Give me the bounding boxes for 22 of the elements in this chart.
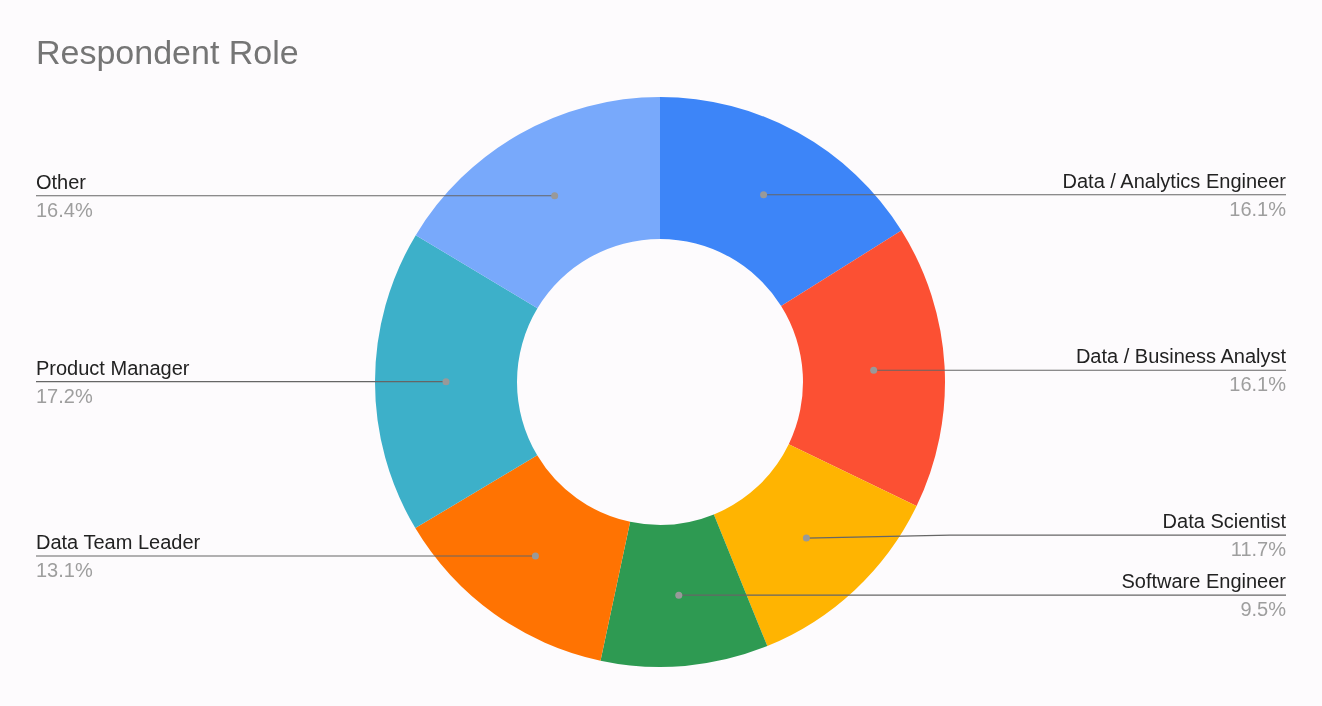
donut-slice [781,230,945,507]
donut-slice [415,97,660,309]
donut-slice [600,514,768,667]
donut-slice [415,455,631,661]
slice-label: Software Engineer [1121,570,1287,593]
donut-slice [713,444,917,647]
data-label: 16.1% [1229,373,1287,396]
donut-slice [660,97,902,307]
chart-title: Respondent Role [36,33,299,71]
slice-label: Data / Business Analyst [1075,345,1287,368]
slice-label: Data Scientist [1162,510,1287,533]
slice-label: Other [36,170,87,193]
data-label: 16.1% [1229,197,1287,220]
data-label: 9.5% [1240,598,1287,621]
slice-label: Data Team Leader [36,530,201,553]
data-label: 11.7% [1230,538,1287,561]
data-label: 16.4% [36,198,93,221]
data-label: 13.1% [36,558,93,581]
slice-label: Data / Analytics Engineer [1062,169,1287,192]
donut-slice [375,235,538,529]
slice-label: Product Manager [36,356,190,379]
data-label: 17.2% [36,384,93,407]
